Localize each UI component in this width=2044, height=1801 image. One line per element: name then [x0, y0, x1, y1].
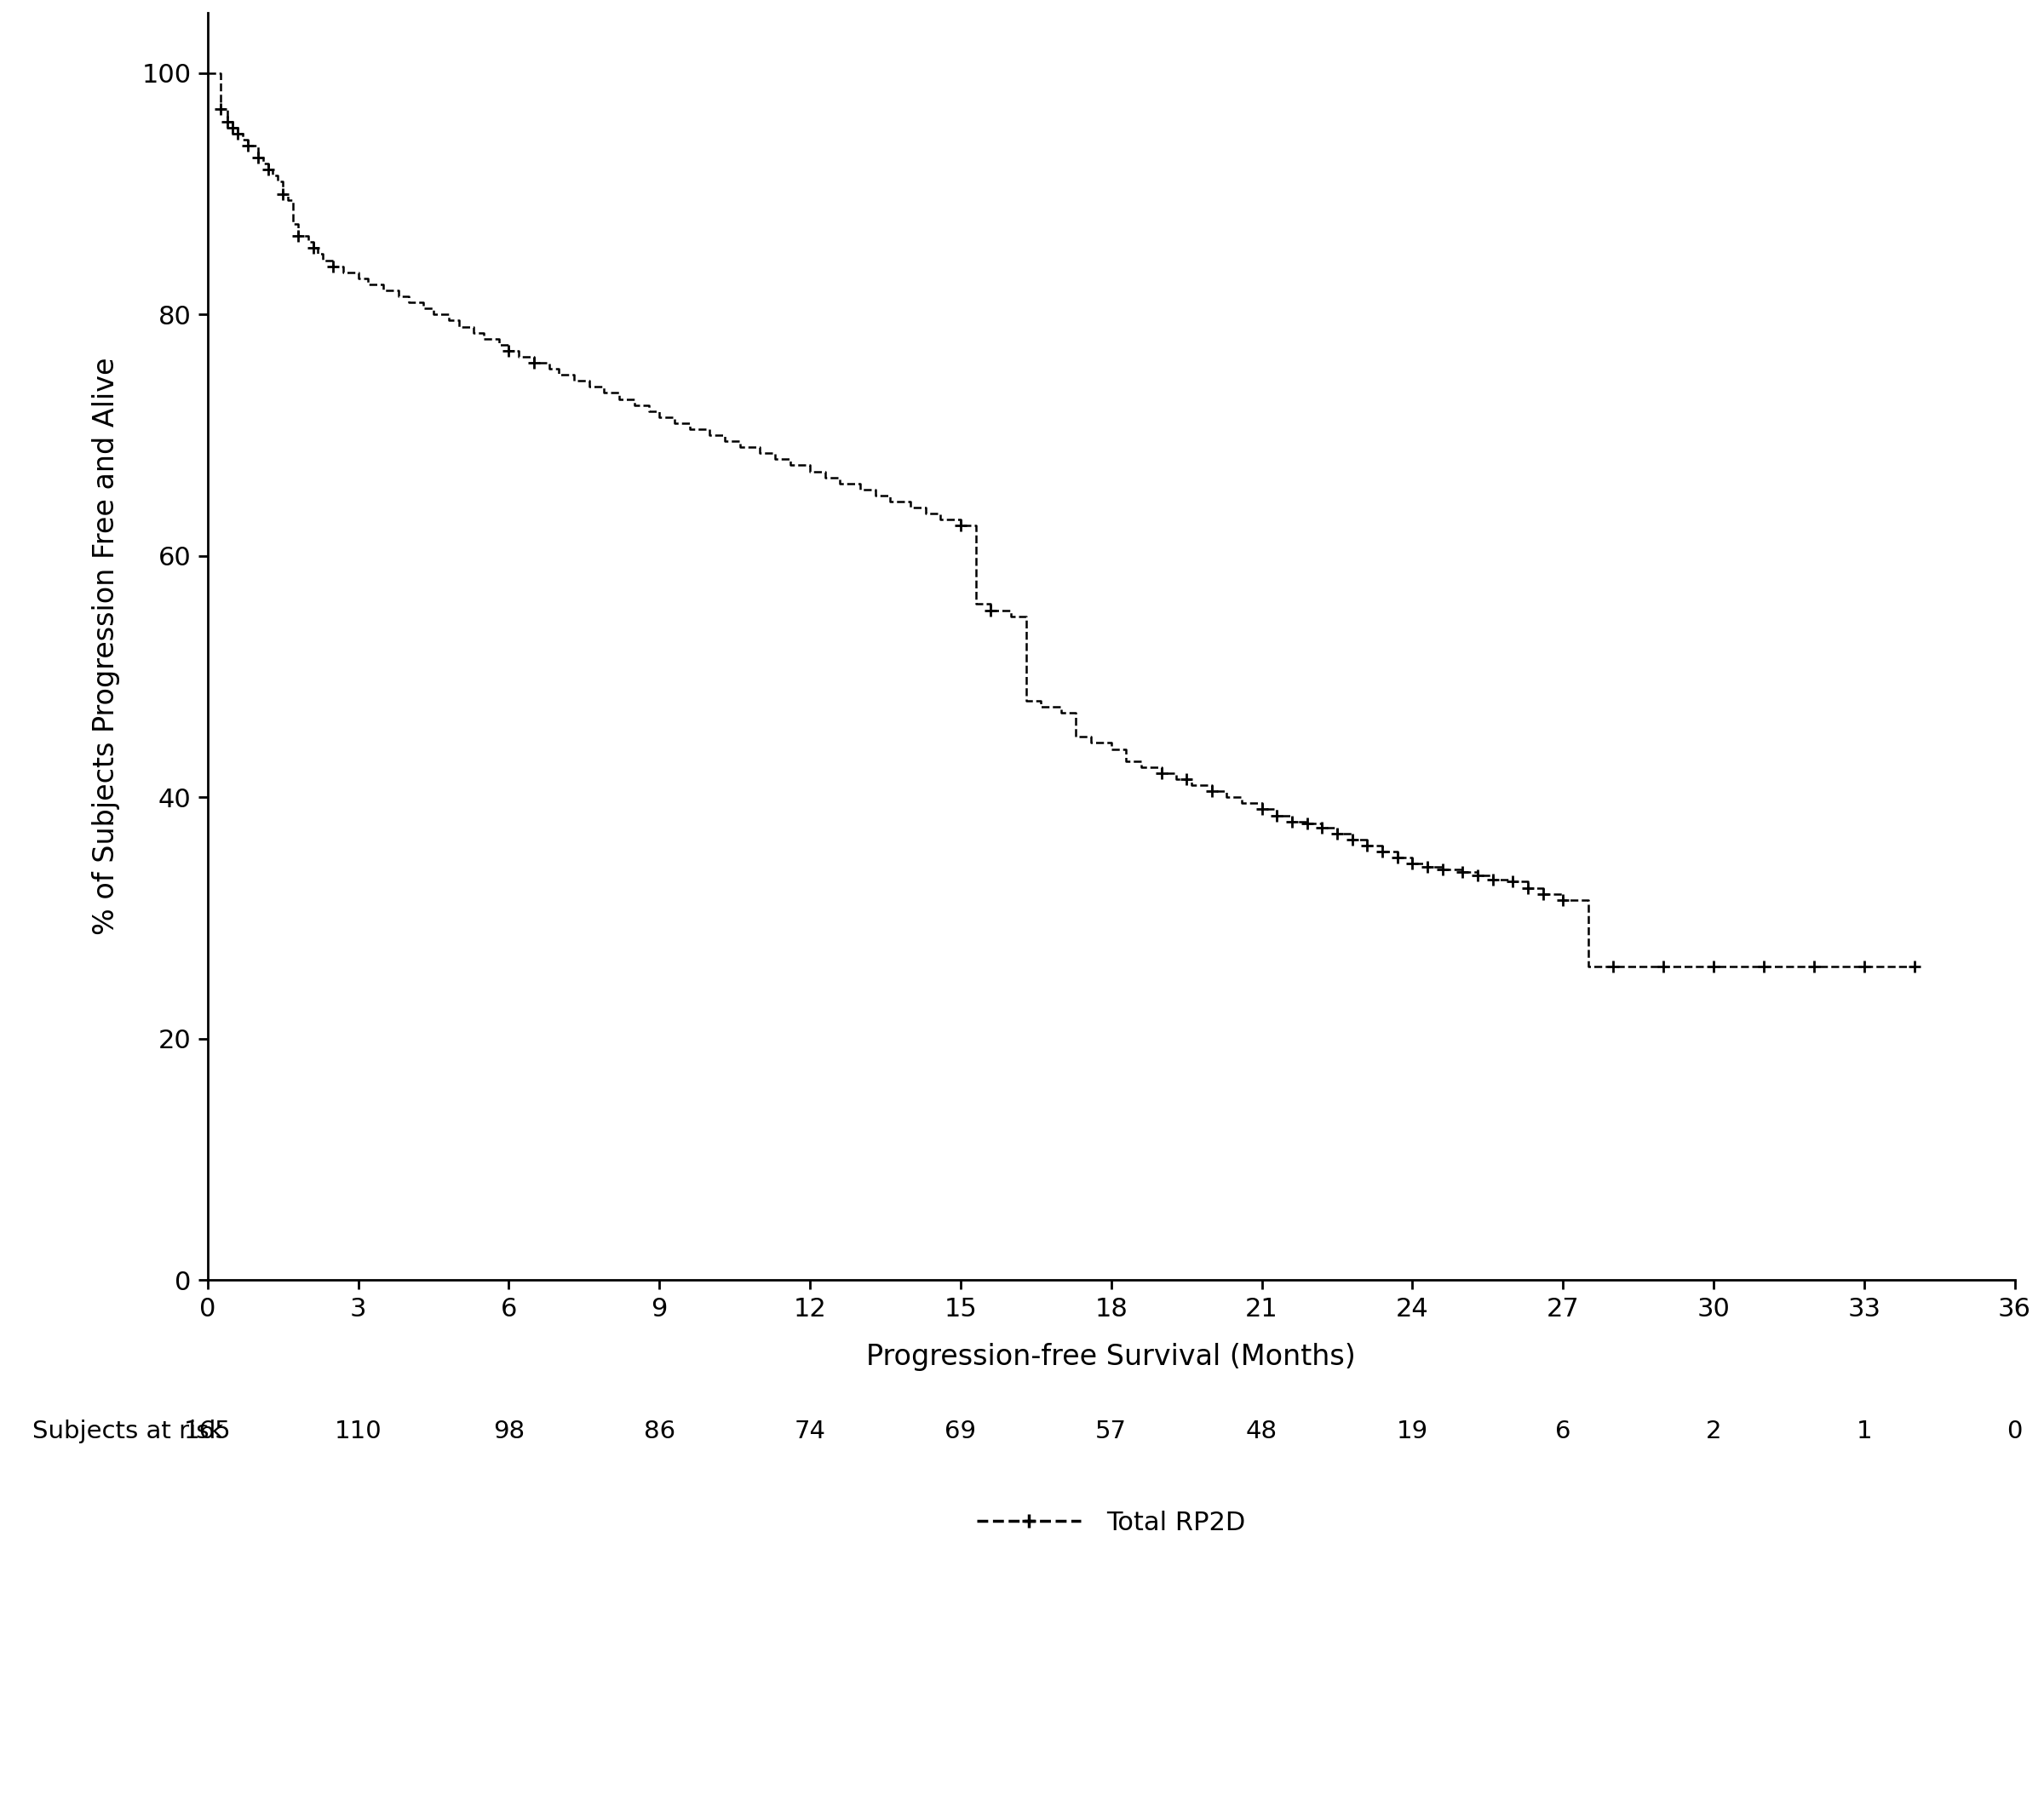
Text: 98: 98 — [493, 1419, 525, 1443]
Text: Subjects at risk: Subjects at risk — [33, 1419, 223, 1443]
Text: 69: 69 — [944, 1419, 977, 1443]
Text: 86: 86 — [644, 1419, 675, 1443]
Text: 1: 1 — [1856, 1419, 1872, 1443]
Text: 74: 74 — [795, 1419, 826, 1443]
Text: 57: 57 — [1096, 1419, 1126, 1443]
Text: 19: 19 — [1396, 1419, 1429, 1443]
Text: 165: 165 — [184, 1419, 231, 1443]
X-axis label: Progression-free Survival (Months): Progression-free Survival (Months) — [867, 1342, 1355, 1371]
Legend: Total RP2D: Total RP2D — [967, 1500, 1257, 1545]
Text: 0: 0 — [2007, 1419, 2022, 1443]
Text: 48: 48 — [1247, 1419, 1278, 1443]
Text: 110: 110 — [335, 1419, 382, 1443]
Y-axis label: % of Subjects Progression Free and Alive: % of Subjects Progression Free and Alive — [92, 358, 121, 935]
Text: 6: 6 — [1555, 1419, 1570, 1443]
Text: 2: 2 — [1705, 1419, 1721, 1443]
